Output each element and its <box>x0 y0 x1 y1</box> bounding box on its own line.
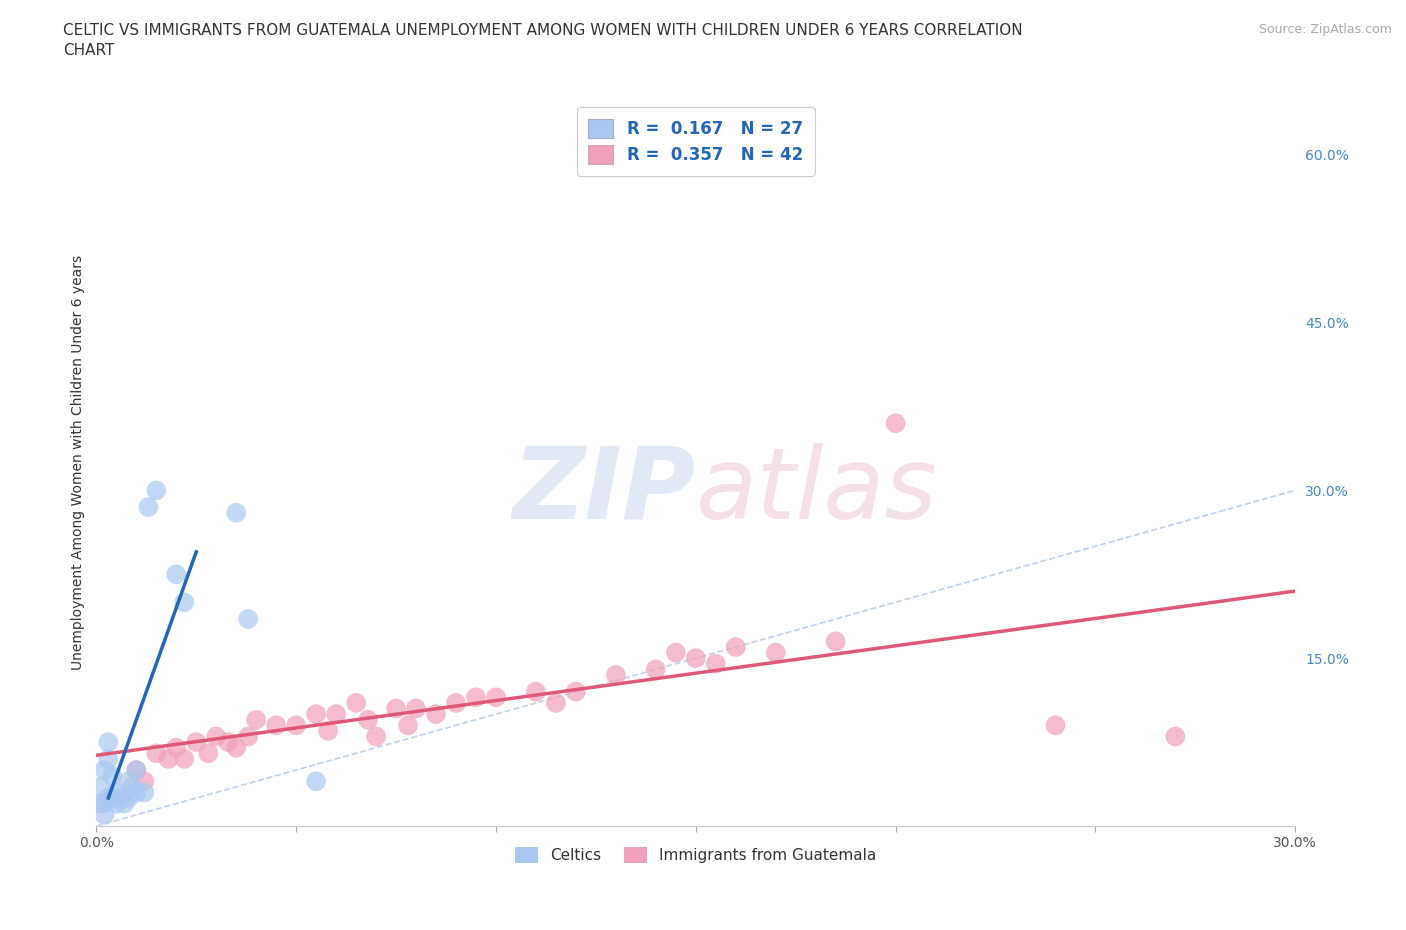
Point <box>97 790 120 805</box>
Point <box>238 612 260 627</box>
Point <box>245 712 267 727</box>
Point <box>665 645 688 660</box>
Point <box>465 690 488 705</box>
Point <box>1045 718 1067 733</box>
Point <box>105 796 128 811</box>
Point <box>544 696 567 711</box>
Point <box>186 735 208 750</box>
Point <box>101 768 124 783</box>
Point <box>765 645 787 660</box>
Legend: Celtics, Immigrants from Guatemala: Celtics, Immigrants from Guatemala <box>509 841 883 870</box>
Point <box>238 729 260 744</box>
Point <box>264 718 287 733</box>
Point <box>89 796 111 811</box>
Point <box>685 651 707 666</box>
Point <box>357 712 380 727</box>
Point <box>125 763 148 777</box>
Point <box>157 751 180 766</box>
Text: ZIP: ZIP <box>513 443 696 540</box>
Point <box>225 505 247 520</box>
Point <box>97 735 120 750</box>
Point <box>105 785 128 800</box>
Point <box>724 640 747 655</box>
Point <box>110 790 132 805</box>
Point <box>824 634 846 649</box>
Point <box>93 796 115 811</box>
Point <box>285 718 308 733</box>
Point <box>644 662 666 677</box>
Point <box>217 735 239 750</box>
Point <box>125 763 148 777</box>
Point <box>89 779 111 794</box>
Point <box>605 668 627 683</box>
Point <box>884 416 907 431</box>
Point <box>136 499 159 514</box>
Point <box>112 796 135 811</box>
Point <box>97 751 120 766</box>
Text: CELTIC VS IMMIGRANTS FROM GUATEMALA UNEMPLOYMENT AMONG WOMEN WITH CHILDREN UNDER: CELTIC VS IMMIGRANTS FROM GUATEMALA UNEM… <box>63 23 1024 58</box>
Point <box>134 785 156 800</box>
Point <box>173 751 195 766</box>
Point <box>93 763 115 777</box>
Y-axis label: Unemployment Among Women with Children Under 6 years: Unemployment Among Women with Children U… <box>72 255 86 670</box>
Point <box>344 696 367 711</box>
Point <box>425 707 447 722</box>
Point <box>444 696 467 711</box>
Point <box>117 774 139 789</box>
Point <box>524 684 547 699</box>
Point <box>145 483 167 498</box>
Point <box>197 746 219 761</box>
Point <box>385 701 408 716</box>
Point <box>305 774 328 789</box>
Point <box>565 684 588 699</box>
Point <box>205 729 228 744</box>
Point <box>396 718 419 733</box>
Point <box>165 740 187 755</box>
Point <box>1164 729 1187 744</box>
Point <box>125 785 148 800</box>
Point <box>485 690 508 705</box>
Point <box>405 701 427 716</box>
Point <box>364 729 387 744</box>
Point <box>305 707 328 722</box>
Point <box>101 790 124 805</box>
Point <box>165 566 187 581</box>
Point <box>225 740 247 755</box>
Text: atlas: atlas <box>696 443 938 540</box>
Point <box>117 790 139 805</box>
Point <box>145 746 167 761</box>
Point <box>325 707 347 722</box>
Text: Source: ZipAtlas.com: Source: ZipAtlas.com <box>1258 23 1392 36</box>
Point <box>93 807 115 822</box>
Point <box>704 657 727 671</box>
Point <box>173 595 195 610</box>
Point <box>316 724 339 738</box>
Point <box>121 779 143 794</box>
Point <box>134 774 156 789</box>
